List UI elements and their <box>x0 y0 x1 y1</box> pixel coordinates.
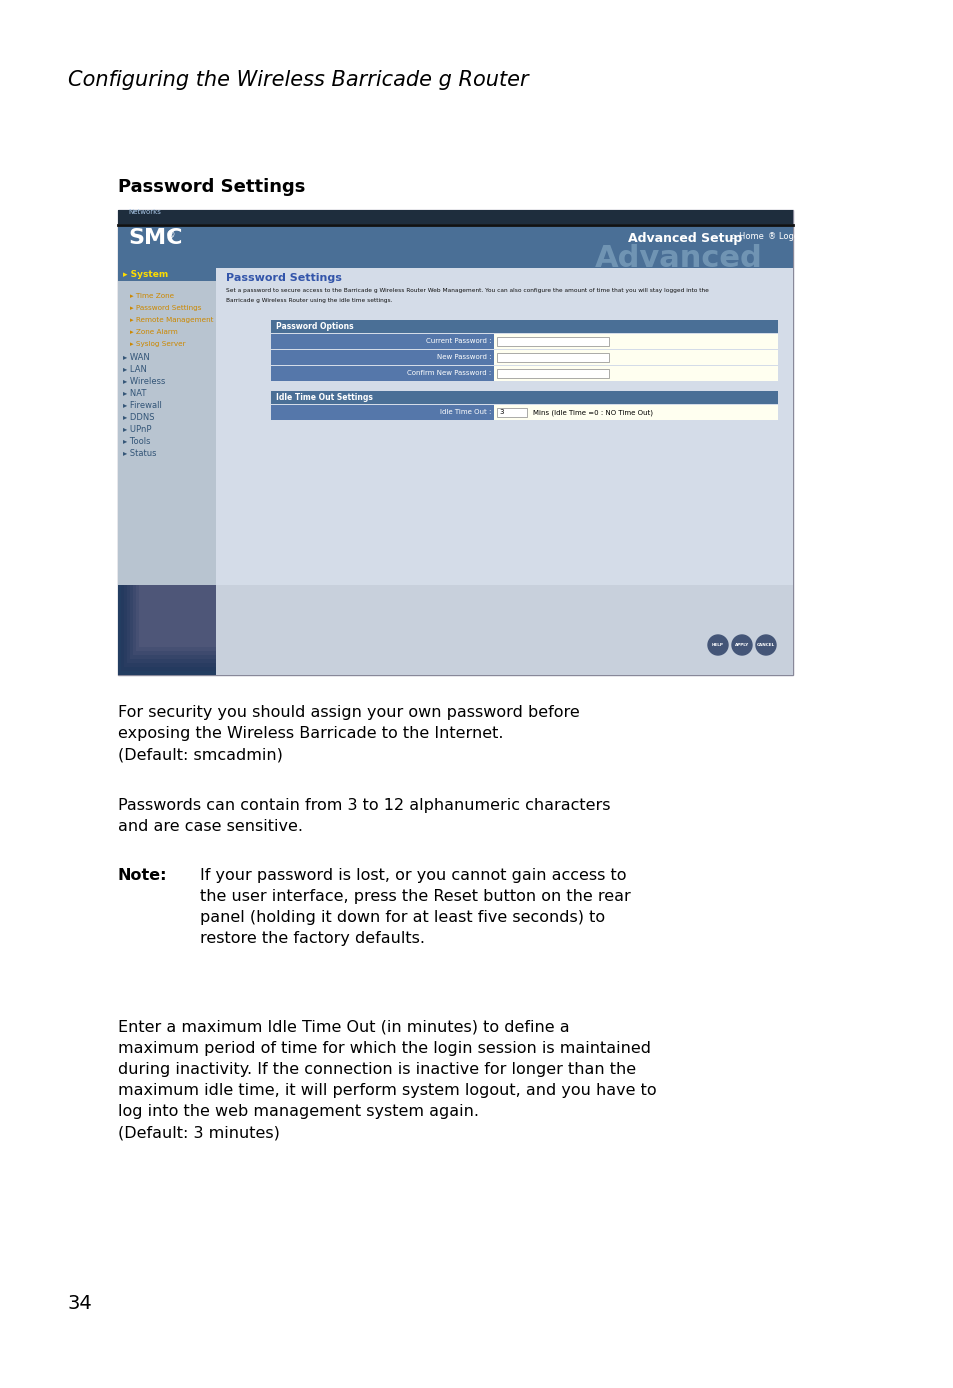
Text: Password Settings: Password Settings <box>226 273 341 283</box>
Text: If your password is lost, or you cannot gain access to
the user interface, press: If your password is lost, or you cannot … <box>200 868 630 947</box>
FancyBboxPatch shape <box>215 584 792 675</box>
Text: ▸ Password Settings: ▸ Password Settings <box>130 305 201 311</box>
Text: ® Logout: ® Logout <box>767 232 807 242</box>
FancyBboxPatch shape <box>118 210 792 675</box>
FancyBboxPatch shape <box>127 584 215 663</box>
FancyBboxPatch shape <box>215 268 792 675</box>
Text: SMC: SMC <box>128 228 182 248</box>
Text: HELP: HELP <box>711 643 723 647</box>
Text: ▸ DDNS: ▸ DDNS <box>123 414 154 422</box>
Text: Idle Time Out Settings: Idle Time Out Settings <box>275 393 373 403</box>
Text: ▸ WAN: ▸ WAN <box>123 353 150 362</box>
Text: Idle Time Out :: Idle Time Out : <box>439 409 491 415</box>
Text: New Password :: New Password : <box>436 354 491 359</box>
FancyBboxPatch shape <box>118 268 215 675</box>
FancyBboxPatch shape <box>494 335 778 348</box>
Text: Note:: Note: <box>118 868 168 883</box>
Text: ▸ Remote Management: ▸ Remote Management <box>130 316 213 323</box>
Text: APPLY: APPLY <box>734 643 748 647</box>
FancyBboxPatch shape <box>271 366 778 380</box>
Text: ▸ Syslog Server: ▸ Syslog Server <box>130 341 186 347</box>
FancyBboxPatch shape <box>130 584 215 659</box>
FancyBboxPatch shape <box>494 350 778 365</box>
Text: ▸ LAN: ▸ LAN <box>123 365 147 373</box>
FancyBboxPatch shape <box>118 210 792 223</box>
Circle shape <box>707 634 727 655</box>
Text: Set a password to secure access to the Barricade g Wireless Router Web Managemen: Set a password to secure access to the B… <box>226 287 708 293</box>
Text: Mins (Idle Time =0 : NO Time Out): Mins (Idle Time =0 : NO Time Out) <box>532 409 652 415</box>
Circle shape <box>755 634 775 655</box>
FancyBboxPatch shape <box>118 268 215 280</box>
Circle shape <box>731 634 751 655</box>
Text: ®: ® <box>166 230 175 240</box>
Text: ▸ NAT: ▸ NAT <box>123 389 146 398</box>
FancyBboxPatch shape <box>271 335 778 348</box>
FancyBboxPatch shape <box>118 223 792 268</box>
FancyBboxPatch shape <box>497 408 527 416</box>
Text: Enter a maximum Idle Time Out (in minutes) to define a
maximum period of time fo: Enter a maximum Idle Time Out (in minute… <box>118 1020 656 1140</box>
FancyBboxPatch shape <box>271 350 778 365</box>
FancyBboxPatch shape <box>497 337 608 346</box>
Text: ▸ Tools: ▸ Tools <box>123 437 151 446</box>
Text: For security you should assign your own password before
exposing the Wireless Ba: For security you should assign your own … <box>118 705 579 762</box>
Text: Password Options: Password Options <box>275 322 354 330</box>
Text: Passwords can contain from 3 to 12 alphanumeric characters
and are case sensitiv: Passwords can contain from 3 to 12 alpha… <box>118 798 610 834</box>
Text: 34: 34 <box>68 1294 92 1313</box>
Text: Password Settings: Password Settings <box>118 178 305 196</box>
FancyBboxPatch shape <box>271 321 778 333</box>
Text: Advanced Setup: Advanced Setup <box>627 232 741 246</box>
Text: ▸ Time Zone: ▸ Time Zone <box>130 293 174 298</box>
Text: Current Password :: Current Password : <box>425 339 491 344</box>
Text: ▸ UPnP: ▸ UPnP <box>123 425 152 434</box>
FancyBboxPatch shape <box>118 584 215 675</box>
FancyBboxPatch shape <box>271 405 778 421</box>
FancyBboxPatch shape <box>132 584 215 655</box>
Text: CANCEL: CANCEL <box>756 643 774 647</box>
FancyBboxPatch shape <box>494 366 778 380</box>
FancyBboxPatch shape <box>497 353 608 362</box>
FancyBboxPatch shape <box>494 405 778 421</box>
FancyBboxPatch shape <box>497 369 608 378</box>
Text: Configuring the Wireless Barricade g Router: Configuring the Wireless Barricade g Rou… <box>68 69 528 90</box>
Text: Advanced: Advanced <box>595 244 762 273</box>
FancyBboxPatch shape <box>121 584 215 670</box>
Text: ▸ Zone Alarm: ▸ Zone Alarm <box>130 329 177 335</box>
FancyBboxPatch shape <box>118 584 215 675</box>
FancyBboxPatch shape <box>139 584 215 647</box>
Text: ▸ Wireless: ▸ Wireless <box>123 378 165 386</box>
Text: 3: 3 <box>498 409 503 415</box>
Text: Networks: Networks <box>128 210 161 215</box>
FancyBboxPatch shape <box>271 391 778 404</box>
FancyBboxPatch shape <box>136 584 215 651</box>
Text: ▸ System: ▸ System <box>123 271 168 279</box>
Text: ▸ Status: ▸ Status <box>123 448 156 458</box>
Text: Barricade g Wireless Router using the idle time settings.: Barricade g Wireless Router using the id… <box>226 298 392 303</box>
FancyBboxPatch shape <box>124 584 215 668</box>
Text: Confirm New Password :: Confirm New Password : <box>406 371 491 376</box>
Text: ▸ Firewall: ▸ Firewall <box>123 401 162 409</box>
Text: ⌂ Home: ⌂ Home <box>730 232 763 242</box>
